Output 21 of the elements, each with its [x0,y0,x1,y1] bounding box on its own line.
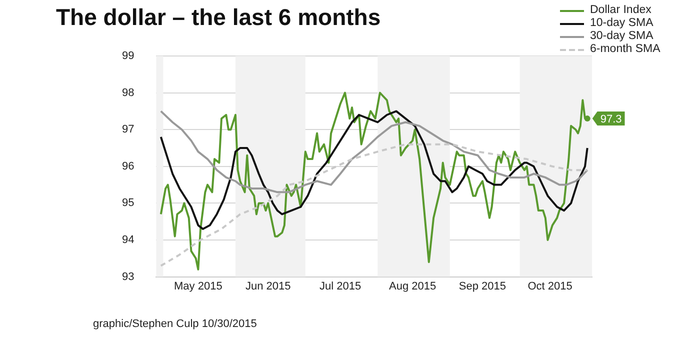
legend-label: 10-day SMA [590,17,654,30]
y-tick-label: 97 [122,124,134,136]
x-tick-label: Jul 2015 [320,280,362,292]
y-tick-label: 93 [122,270,134,283]
y-tick-label: 94 [122,234,134,246]
legend-label: 30-day SMA [590,30,654,43]
y-tick-label: 98 [122,86,134,99]
y-tick-label: 96 [122,160,134,172]
x-tick-label: Oct 2015 [528,280,572,292]
y-tick-label: 95 [122,197,134,210]
annotation: 97.3 [600,114,622,126]
x-tick-label: Sep 2015 [458,280,506,292]
line-series [160,143,588,267]
x-tick-label: Jun 2015 [245,280,291,292]
x-tick-label: May 2015 [174,280,222,292]
legend-label: 6-month SMA [590,43,660,56]
legend-label: Dollar Index [590,4,652,17]
y-tick-label: 99 [122,50,134,62]
chart-title: The dollar – the last 6 months [56,4,381,31]
x-tick-label: Aug 2015 [389,280,436,292]
text: graphic/Stephen Culp 10/30/2015 [93,318,257,330]
